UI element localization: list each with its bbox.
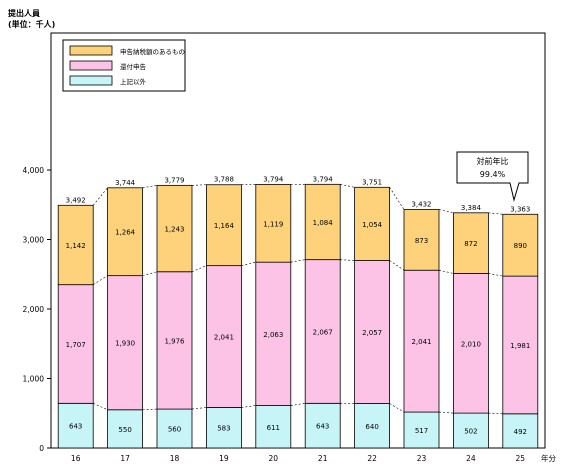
x-axis-unit: 年分 — [541, 453, 556, 463]
bar-value-label: 1,930 — [115, 340, 135, 348]
y-axis-title: 提出人員 — [8, 8, 40, 18]
connector-line — [390, 261, 404, 271]
legend-label-other: 上記以外 — [120, 77, 147, 86]
bar-value-label: 550 — [118, 426, 131, 434]
y-tick-label: 4,000 — [23, 166, 45, 175]
connector-line — [192, 266, 206, 272]
connector-line — [439, 412, 453, 413]
connector-line — [488, 413, 502, 414]
y-tick-label: 1,000 — [23, 375, 45, 384]
connector-line — [93, 403, 107, 409]
connector-line — [143, 185, 157, 187]
connector-line — [192, 407, 206, 409]
bar-value-label: 2,041 — [411, 338, 431, 346]
y-tick-label: 2,000 — [23, 305, 45, 314]
connector-line — [291, 260, 305, 263]
connector-line — [143, 272, 157, 276]
bar-value-label: 2,067 — [313, 328, 333, 336]
bars: 643 1,707 1,142 3,492 550 1,930 1,264 3,744 560 1… — [58, 175, 538, 448]
connector-line — [241, 406, 255, 408]
connector-line — [340, 260, 354, 261]
connector-line — [143, 409, 157, 410]
bar-total-label: 3,779 — [164, 176, 184, 184]
bar-value-label: 1,054 — [362, 221, 383, 229]
connector-line — [93, 276, 107, 285]
bar-total-label: 3,492 — [66, 196, 86, 204]
bar-value-label: 2,041 — [214, 334, 234, 342]
bar-value-label: 640 — [365, 423, 378, 431]
x-tick-label: 22 — [367, 454, 377, 463]
connector-line — [439, 210, 453, 213]
legend-label-refund: 還付申告 — [120, 62, 147, 71]
bar-total-label: 3,744 — [115, 179, 136, 187]
legend-swatch-refund — [70, 61, 112, 70]
bar-total-label: 3,794 — [313, 175, 334, 183]
bar-value-label: 583 — [217, 425, 230, 433]
bar-value-label: 1,119 — [263, 220, 283, 228]
bar-value-label: 1,264 — [115, 229, 136, 237]
bar-value-label: 643 — [316, 423, 329, 431]
bar-total-label: 3,384 — [461, 204, 482, 212]
connector-line — [488, 273, 502, 276]
bar-value-label: 1,243 — [164, 226, 184, 234]
legend-swatch-other — [70, 76, 112, 85]
y-tick-label: 3,000 — [23, 236, 45, 245]
connector-line — [291, 403, 305, 405]
bar-total-label: 3,432 — [411, 200, 431, 208]
x-tick-label: 18 — [170, 454, 180, 463]
connector-line — [390, 187, 404, 209]
x-tick-label: 25 — [516, 454, 526, 463]
connector-line — [488, 213, 502, 214]
bar-value-label: 611 — [267, 424, 280, 432]
bar-total-label: 3,788 — [214, 176, 234, 184]
callout-title: 対前年比 — [477, 156, 509, 166]
bar-total-label: 3,363 — [510, 205, 530, 213]
bar-value-label: 517 — [415, 427, 428, 435]
bar-value-label: 872 — [464, 240, 477, 248]
bar-value-label: 1,707 — [66, 341, 86, 349]
connector-line — [439, 270, 453, 273]
bar-value-label: 1,981 — [510, 342, 530, 350]
bar-value-label: 643 — [69, 423, 82, 431]
segment-connectors — [93, 184, 503, 413]
bar-value-label: 1,164 — [214, 222, 235, 230]
x-tick-label: 19 — [219, 454, 229, 463]
bar-total-label: 3,751 — [362, 178, 382, 186]
bar-value-label: 2,063 — [263, 331, 283, 339]
bar-value-label: 1,976 — [164, 337, 185, 345]
x-tick-label: 20 — [269, 454, 279, 463]
legend-label-tax: 申告納税額のあるもの — [120, 47, 185, 56]
x-axis: 16 17 18 19 20 21 22 23 24 25 — [71, 454, 525, 463]
bar-value-label: 2,057 — [362, 329, 382, 337]
x-tick-label: 23 — [417, 454, 427, 463]
bar-value-label: 890 — [514, 242, 527, 250]
callout-value: 99.4% — [480, 170, 506, 179]
x-tick-label: 24 — [466, 454, 476, 463]
bar-value-label: 2,010 — [461, 340, 481, 348]
y-axis: 0 1,000 2,000 3,000 4,000 — [23, 166, 51, 453]
x-tick-label: 16 — [71, 454, 81, 463]
legend: 申告納税額のあるもの 還付申告 上記以外 — [63, 40, 185, 91]
y-tick-label: 0 — [39, 444, 44, 453]
connector-line — [93, 188, 107, 206]
connector-line — [241, 262, 255, 265]
bar-value-label: 502 — [464, 428, 477, 436]
x-tick-label: 21 — [318, 454, 328, 463]
connector-line — [340, 184, 354, 187]
bar-value-label: 873 — [415, 237, 428, 245]
connector-line — [390, 404, 404, 413]
y-axis-unit: (単位：千人) — [8, 19, 55, 29]
bar-value-label: 1,142 — [66, 242, 86, 250]
bar-value-label: 560 — [168, 426, 181, 434]
bar-total-label: 3,794 — [263, 175, 284, 183]
legend-swatch-tax — [70, 46, 112, 55]
yoy-callout: 対前年比 99.4% — [457, 152, 528, 200]
connector-line — [192, 185, 206, 186]
x-tick-label: 17 — [120, 454, 130, 463]
bar-value-label: 492 — [514, 428, 527, 436]
bar-value-label: 1,084 — [313, 219, 334, 227]
